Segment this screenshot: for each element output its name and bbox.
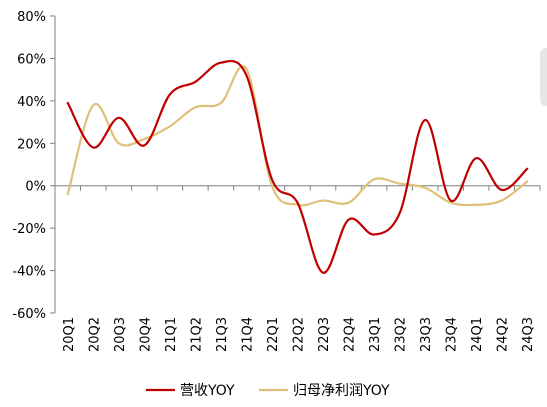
x-tick-label: 21Q3	[215, 317, 230, 352]
x-tick-label: 23Q4	[445, 317, 460, 352]
x-tick-label: 23Q3	[419, 317, 434, 352]
x-tick-label: 21Q2	[189, 317, 204, 352]
y-tick-label: 0%	[25, 180, 46, 195]
x-tick-label: 24Q1	[470, 317, 485, 352]
y-tick-label: -40%	[12, 265, 46, 280]
x-tick-label: 21Q1	[164, 317, 179, 352]
x-tick-label: 22Q2	[292, 317, 307, 352]
legend: 营收YOY 归母净利润YOY	[146, 382, 390, 399]
series-2	[66, 65, 529, 207]
x-tick-label: 23Q2	[394, 317, 409, 352]
y-tick-label: 60%	[17, 52, 46, 67]
y-tick-label: 80%	[17, 10, 46, 25]
x-tick-label: 20Q4	[138, 317, 153, 352]
x-tick-label: 24Q3	[521, 317, 536, 352]
y-tick-label: -20%	[12, 222, 46, 237]
legend-label-1: 营收YOY	[180, 383, 235, 399]
x-tick-label: 20Q3	[113, 317, 128, 352]
legend-label-2: 归母净利润YOY	[293, 382, 390, 399]
x-axis: 20Q1 20Q2 20Q3 20Q4 21Q1 21Q2 21Q3 21Q4 22Q1 22Q2…	[54, 185, 541, 352]
x-tick-label: 24Q2	[496, 317, 511, 352]
x-tick-label: 20Q1	[62, 317, 77, 352]
x-tick-label: 23Q1	[368, 317, 383, 352]
window-edge-sliver	[540, 48, 547, 106]
x-tick-label: 22Q4	[343, 317, 358, 352]
series-lines	[66, 59, 529, 274]
x-tick-label: 22Q3	[317, 317, 332, 352]
series-1	[66, 59, 529, 274]
y-tick-label: 20%	[17, 137, 46, 152]
series-1-line	[66, 59, 529, 274]
x-tick-label: 22Q1	[266, 317, 281, 352]
x-tick-label: 21Q4	[240, 317, 255, 352]
y-tick-label: 40%	[17, 95, 46, 110]
y-axis: -60% -40% -20% 0% 20% 40% 60% 80%	[12, 10, 56, 322]
x-tick-label: 20Q2	[87, 317, 102, 352]
y-tick-label: -60%	[12, 307, 46, 322]
series-2-line	[66, 65, 529, 207]
